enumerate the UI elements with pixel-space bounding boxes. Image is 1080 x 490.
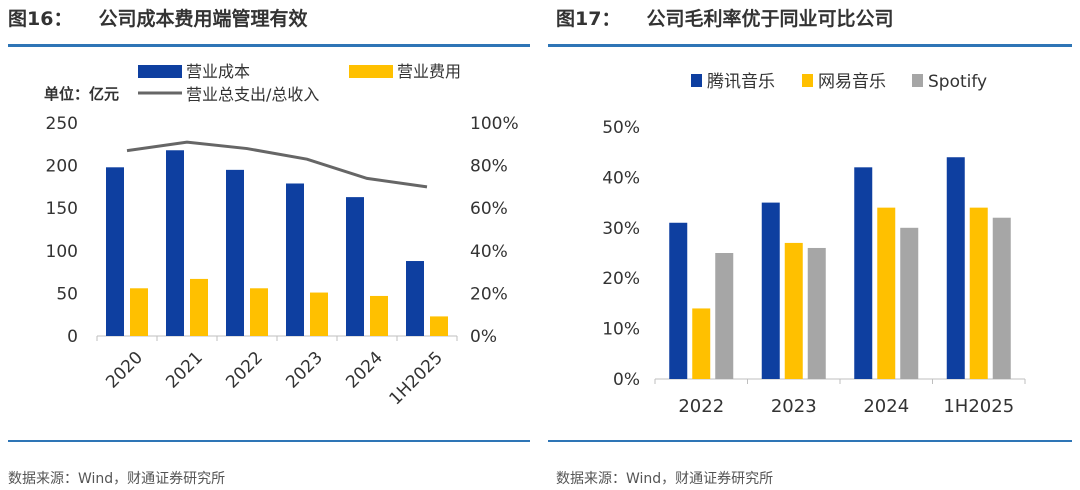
bar-1 <box>692 308 711 379</box>
figure-16-bottom-rule <box>8 440 530 442</box>
figure-16-caption: 公司成本费用端管理有效 <box>98 8 308 30</box>
x-tick-label: 2023 <box>282 348 327 393</box>
x-tick-label: 2022 <box>678 396 724 417</box>
legend-label-1: 网易音乐 <box>818 72 886 92</box>
bar-cost <box>286 183 304 336</box>
gross-margin-chart: 腾讯音乐 网易音乐 Spotify 0% 10% 20% 30% 40% 50% 2022 2023… <box>602 72 1026 417</box>
x-tick-label: 2023 <box>771 396 817 417</box>
legend-label-ratio: 营业总支出/总收入 <box>186 85 319 104</box>
bar-cost <box>166 150 184 336</box>
legend-label-expense: 营业费用 <box>397 62 461 81</box>
bar-cost <box>406 261 424 336</box>
bar-2 <box>807 247 826 379</box>
figure-17-panel: 图17： 公司毛利率优于同业可比公司 腾讯音乐 网易音乐 Spotify 0% 10% 20… <box>548 0 1080 490</box>
y-right-tick-label: 20% <box>470 284 508 304</box>
y-left-tick-label: 250 <box>46 114 78 134</box>
figure-17-top-rule <box>548 44 1072 47</box>
figure-16-top-rule <box>8 44 530 47</box>
y-left-tick-label: 100 <box>46 242 78 262</box>
y-tick-label: 50% <box>602 118 640 138</box>
y-tick-label: 40% <box>602 168 640 188</box>
y-right-tick-label: 40% <box>470 242 508 262</box>
bar-expense <box>370 295 388 336</box>
y-right-tick-label: 100% <box>470 114 519 134</box>
legend-label-0: 腾讯音乐 <box>707 72 775 92</box>
figure-17-bottom-rule <box>548 440 1072 442</box>
figure-16-number: 图16： <box>8 8 73 30</box>
x-tick-label: 2021 <box>162 348 207 393</box>
legend-swatch-expense <box>349 65 393 78</box>
bar-2 <box>715 253 734 379</box>
y-right-tick-label: 60% <box>470 199 508 219</box>
legend-label-cost: 营业成本 <box>186 62 250 81</box>
bar-expense <box>310 292 328 336</box>
x-tick-label: 2022 <box>222 348 267 393</box>
y-tick-label: 30% <box>602 219 640 239</box>
bar-cost <box>106 167 124 336</box>
y-left-tick-label: 150 <box>46 199 78 219</box>
figure-17-title: 图17： 公司毛利率优于同业可比公司 <box>556 4 893 31</box>
x-tick-label: 1H2025 <box>943 396 1014 417</box>
bar-1 <box>784 242 803 379</box>
figure-16-source: 数据来源：Wind，财通证券研究所 <box>8 471 226 487</box>
y-right-tick-label: 0% <box>470 327 497 347</box>
figure-17-caption: 公司毛利率优于同业可比公司 <box>646 8 894 30</box>
bar-2 <box>992 217 1011 379</box>
legend-swatch-cost <box>138 65 182 78</box>
figure-16-title: 图16： 公司成本费用端管理有效 <box>8 4 307 31</box>
y-tick-label: 20% <box>602 269 640 289</box>
bar-1 <box>877 207 896 379</box>
x-tick-label: 1H2025 <box>386 348 447 409</box>
legend-swatch-0 <box>691 74 702 87</box>
bar-0 <box>761 202 780 379</box>
bar-0 <box>854 167 873 379</box>
bar-expense <box>190 278 208 336</box>
legend-label-2: Spotify <box>928 72 987 92</box>
bar-cost <box>226 169 244 336</box>
bar-2 <box>900 227 919 379</box>
y-tick-label: 10% <box>602 320 640 340</box>
unit-label: 单位：亿元 <box>44 85 119 103</box>
bar-expense <box>430 316 448 336</box>
bar-1 <box>969 207 988 379</box>
y-right-tick-label: 80% <box>470 157 508 177</box>
figure-17-number: 图17： <box>556 8 621 30</box>
bar-0 <box>669 222 688 379</box>
y-left-tick-label: 50 <box>56 284 78 304</box>
bar-expense <box>250 288 268 336</box>
bar-0 <box>946 157 965 379</box>
figure-16-panel: 图16： 公司成本费用端管理有效 营业成本 营业费用单位：亿元 营业总支出/总收入 0 5… <box>8 4 530 487</box>
bar-expense <box>130 288 148 336</box>
bar-cost <box>346 197 364 336</box>
x-tick-label: 2020 <box>102 348 147 393</box>
x-tick-label: 2024 <box>342 348 387 393</box>
ratio-line <box>126 140 428 189</box>
legend-swatch-1 <box>802 74 813 87</box>
x-tick-label: 2024 <box>863 396 909 417</box>
legend-swatch-2 <box>912 74 923 87</box>
y-left-tick-label: 200 <box>46 157 78 177</box>
figure-17-source: 数据来源：Wind，财通证券研究所 <box>556 471 774 487</box>
y-left-tick-label: 0 <box>67 327 78 347</box>
y-tick-label: 0% <box>613 370 640 390</box>
